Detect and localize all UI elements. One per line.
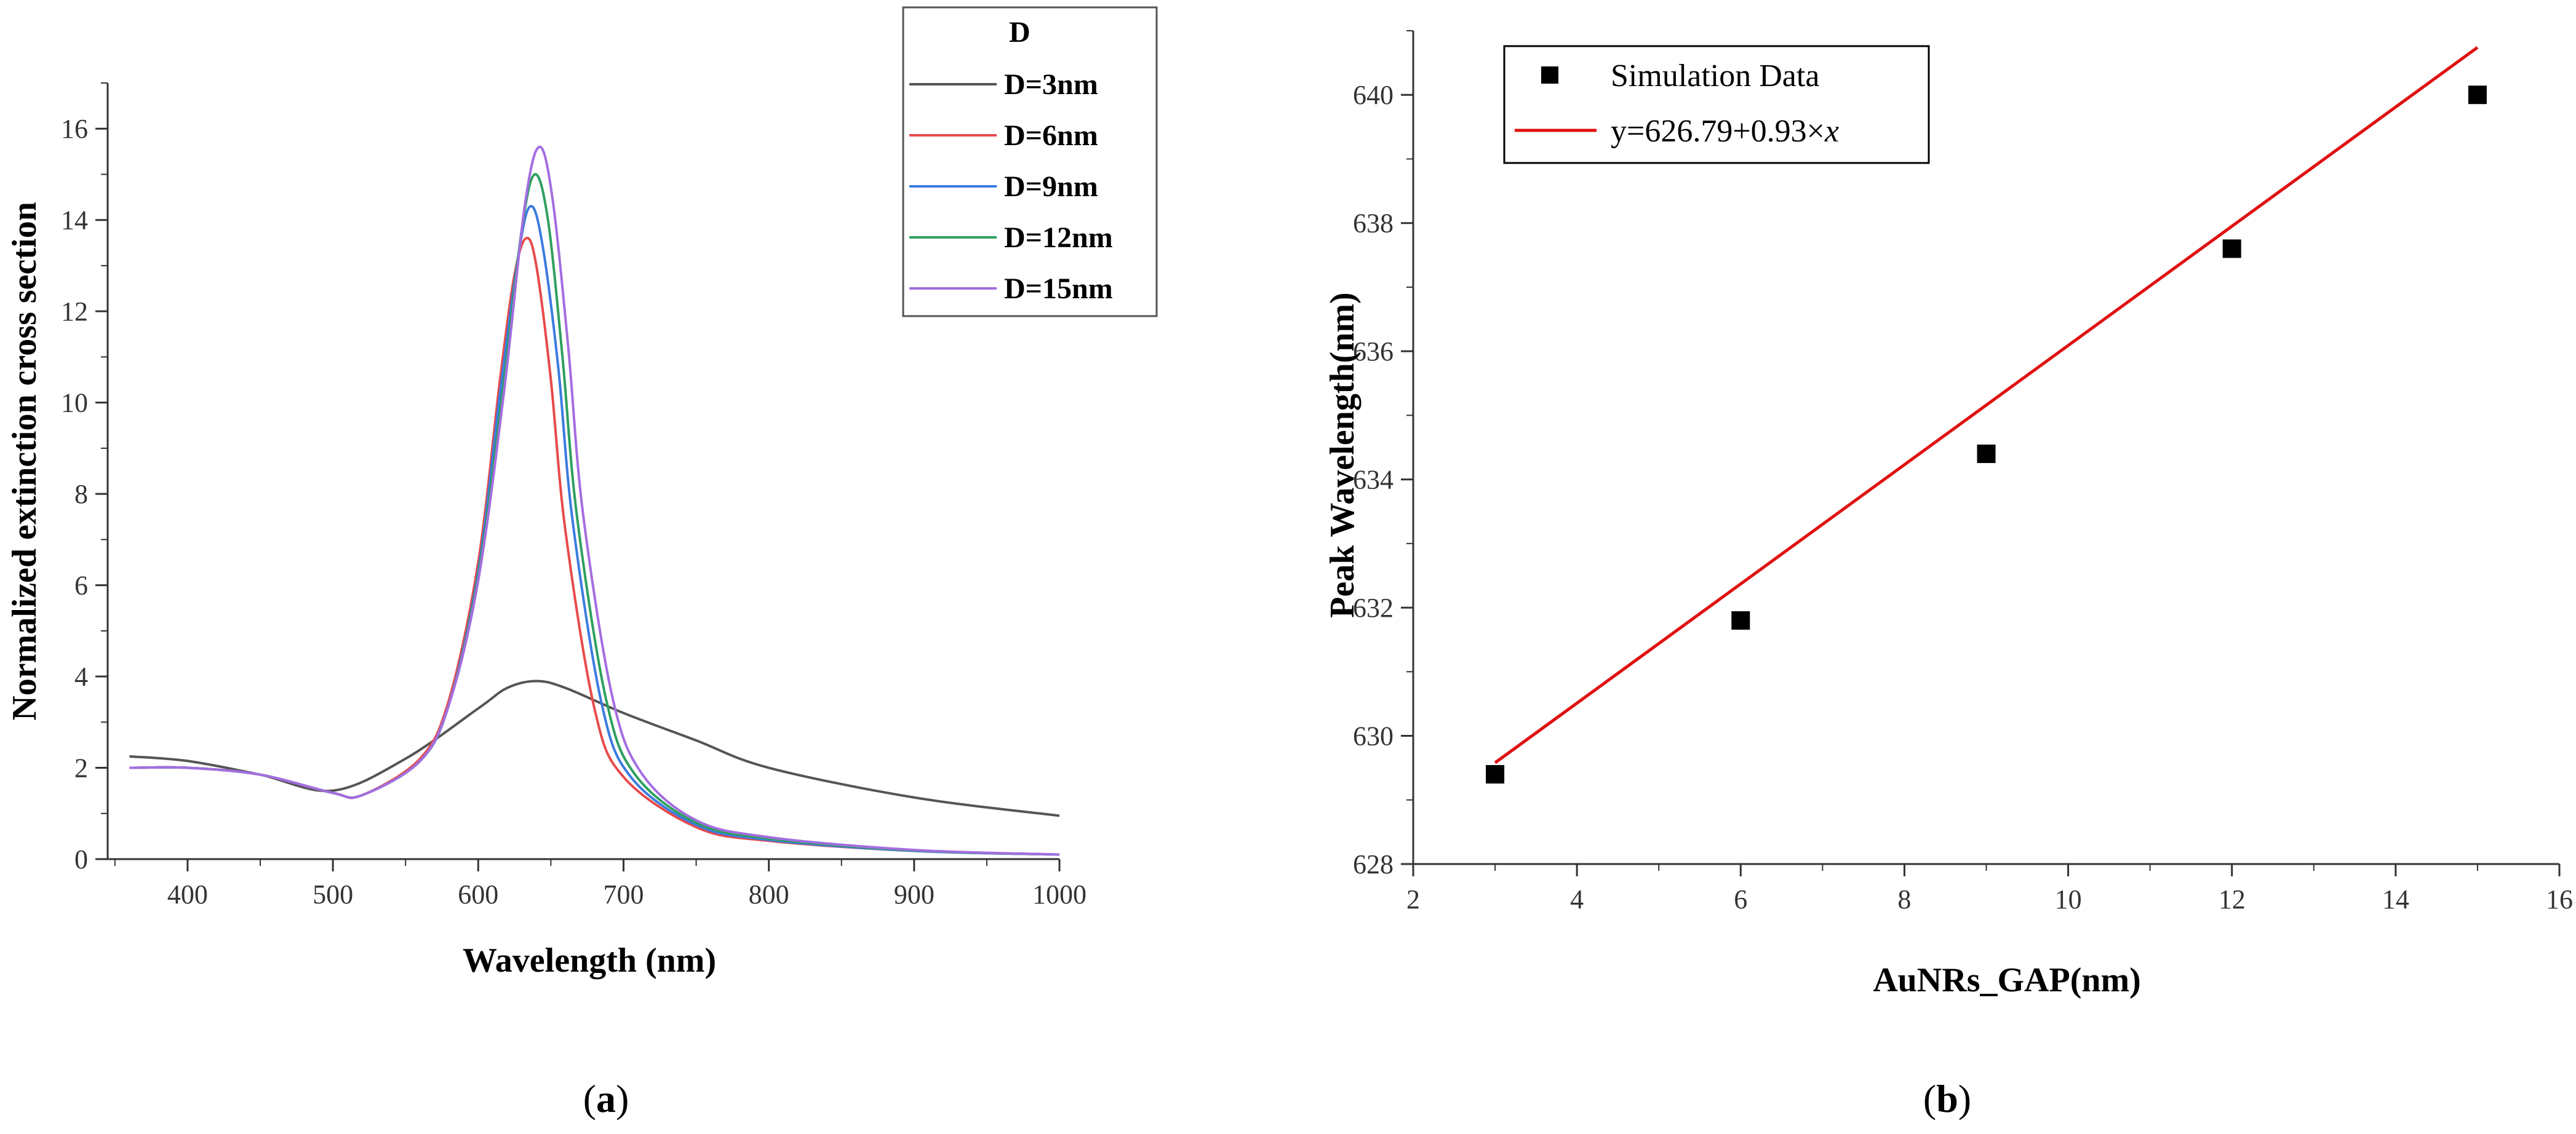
data-point bbox=[1486, 765, 1505, 784]
series-line-D=6nm bbox=[129, 237, 1060, 856]
axes-b: 2 4 6 8 10 12 14 16 628 630 632 634 636 638 640 bbox=[1353, 30, 2573, 914]
legend-a: D=3nm D=6nm D=9nm D=12nm D=15nm bbox=[909, 68, 1113, 305]
axes-a: 400 500 600 700 800 900 1000 0 2 4 6 8 10 12 14 16 bbox=[61, 82, 1087, 910]
data-point bbox=[1731, 611, 1750, 630]
y-tick-label: 2 bbox=[74, 753, 88, 783]
legend-title: D bbox=[1009, 16, 1031, 49]
x-tick-label: 400 bbox=[167, 879, 208, 910]
data-point bbox=[2222, 239, 2241, 258]
x-tick-label: 16 bbox=[2546, 884, 2573, 914]
x-tick-label: 10 bbox=[2055, 884, 2082, 914]
legend-box-b bbox=[1503, 45, 1930, 164]
y-axis-title-b: Peak Wavelength(nm) bbox=[1323, 292, 1362, 617]
y-tick-label: 14 bbox=[61, 205, 88, 236]
x-tick-label: 600 bbox=[458, 879, 498, 910]
x-tick-label: 12 bbox=[2219, 884, 2246, 914]
y-tick-label: 636 bbox=[1353, 336, 1394, 367]
y-tick-label: 634 bbox=[1353, 465, 1394, 495]
x-tick-label: 2 bbox=[1406, 884, 1420, 914]
y-tick-label: 630 bbox=[1353, 721, 1394, 751]
x-tick-label: 700 bbox=[603, 879, 644, 910]
legend-label-fit: y=626.79+0.93×x bbox=[1611, 114, 1839, 149]
x-tick-label: 8 bbox=[1897, 884, 1911, 914]
panel-a: D D=3nm D=6nm D=9nm D=12nm D=15nm 400 500 600 7… bbox=[6, 6, 1158, 1120]
series-line-D=15nm bbox=[129, 145, 1060, 856]
panel-b: 2 4 6 8 10 12 14 16 628 630 632 634 636 638 640 Simula… bbox=[1323, 30, 2573, 1120]
series-line-D=3nm bbox=[129, 680, 1060, 817]
x-tick-label: 6 bbox=[1734, 884, 1747, 914]
legend-label-D=12nm: D=12nm bbox=[1004, 221, 1113, 254]
y-tick-label: 8 bbox=[74, 479, 88, 509]
legend-label-D=6nm: D=6nm bbox=[1004, 119, 1098, 152]
data-point bbox=[1977, 444, 1996, 463]
x-tick-label: 800 bbox=[749, 879, 789, 910]
legend-label-simulation: Simulation Data bbox=[1611, 58, 1819, 93]
series-b bbox=[1486, 46, 2487, 784]
panel-caption-a: (a) bbox=[583, 1077, 629, 1120]
y-tick-label: 638 bbox=[1353, 208, 1394, 239]
y-tick-label: 6 bbox=[74, 571, 88, 601]
fit-line bbox=[1494, 46, 2479, 764]
x-axis-title-b: AuNRs_GAP(nm) bbox=[1873, 961, 2141, 999]
legend-label-D=3nm: D=3nm bbox=[1004, 68, 1098, 101]
panel-caption-b: (b) bbox=[1923, 1077, 1971, 1120]
y-tick-label: 16 bbox=[61, 114, 88, 144]
y-tick-label: 0 bbox=[74, 844, 88, 874]
y-axis-title-a: Normalized extinction cross section bbox=[6, 202, 44, 720]
x-tick-label: 900 bbox=[894, 879, 935, 910]
x-tick-label: 14 bbox=[2382, 884, 2409, 914]
legend-marker-simulation bbox=[1541, 66, 1558, 84]
y-tick-label: 10 bbox=[61, 388, 88, 418]
x-axis-title-a: Wavelength (nm) bbox=[463, 942, 716, 980]
y-tick-label: 632 bbox=[1353, 593, 1394, 623]
x-tick-label: 500 bbox=[313, 879, 353, 910]
x-tick-label: 4 bbox=[1570, 884, 1584, 914]
legend-label-D=9nm: D=9nm bbox=[1004, 170, 1098, 203]
y-tick-label: 628 bbox=[1353, 849, 1394, 879]
data-point bbox=[2468, 85, 2487, 105]
y-tick-label: 640 bbox=[1353, 80, 1394, 110]
y-tick-label: 12 bbox=[61, 296, 88, 327]
legend-box-a bbox=[902, 6, 1158, 317]
legend-label-D=15nm: D=15nm bbox=[1004, 272, 1113, 305]
y-tick-label: 4 bbox=[74, 662, 88, 692]
series-a bbox=[129, 145, 1060, 856]
x-tick-label: 1000 bbox=[1032, 879, 1087, 910]
